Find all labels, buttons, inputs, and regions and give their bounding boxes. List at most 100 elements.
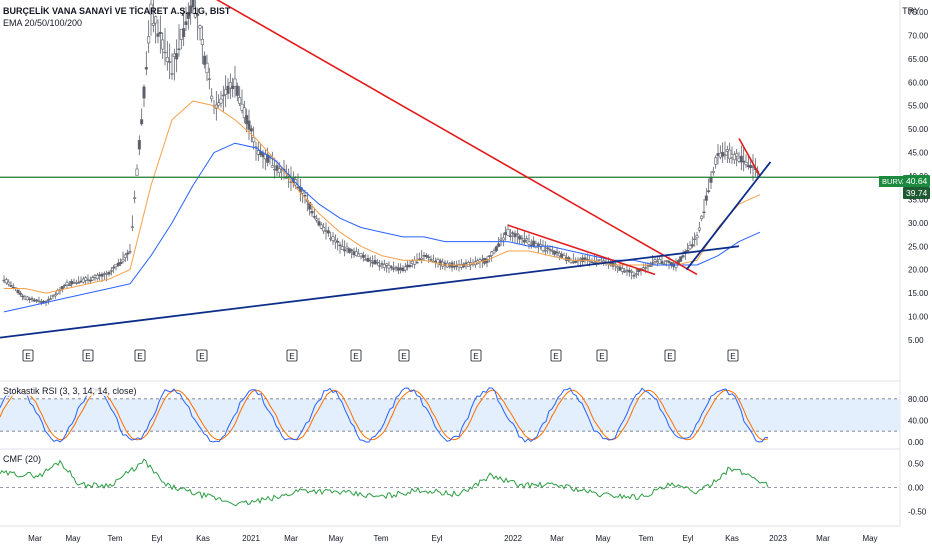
price-candle <box>630 269 634 280</box>
price-candle <box>697 221 701 233</box>
price-candle <box>543 241 547 256</box>
price-candle <box>135 164 139 176</box>
indicator-legend[interactable]: EMA 20/50/100/200 <box>3 18 83 28</box>
price-candle <box>308 202 312 216</box>
price-candle <box>18 290 22 297</box>
price-candle <box>240 89 244 114</box>
price-candle <box>140 108 144 126</box>
price-candle <box>198 24 202 41</box>
x-axis-label: Tem <box>638 534 653 543</box>
stoch-k-line <box>0 387 769 443</box>
price-tick-label: 20.00 <box>908 266 929 275</box>
price-candle <box>46 296 50 305</box>
stoch-d-line <box>0 389 769 441</box>
x-axis-label: Mar <box>284 534 298 543</box>
price-candle <box>25 295 29 301</box>
price-candle <box>165 41 169 71</box>
price-candle <box>690 236 694 249</box>
price-candle <box>128 244 132 255</box>
price-candle <box>336 237 340 251</box>
price-candle <box>686 242 690 254</box>
price-candle <box>319 222 323 230</box>
x-axis-label: May <box>65 534 80 543</box>
price-tick-label: 30.00 <box>908 219 929 228</box>
price-candle <box>81 276 85 284</box>
price-candle <box>508 229 512 241</box>
price-candle <box>7 279 11 287</box>
price-candle <box>739 145 743 171</box>
price-tick-label: 5.00 <box>908 336 924 345</box>
svg-text:E: E <box>25 352 30 361</box>
svg-text:E: E <box>667 352 672 361</box>
price-candle <box>156 19 160 44</box>
price-candle <box>331 231 335 246</box>
stoch-rsi-label[interactable]: Stokastik RSI (3, 3, 14, 14, close) <box>3 386 137 396</box>
cmf-label[interactable]: CMF (20) <box>3 454 41 464</box>
svg-text:E: E <box>289 352 294 361</box>
symbol-tag: BURVA <box>879 176 911 187</box>
earnings-marker: E <box>550 349 562 362</box>
price-candle <box>345 242 349 254</box>
price-candle <box>133 190 137 204</box>
price-candle <box>744 154 748 168</box>
price-candle <box>207 67 211 90</box>
price-candle <box>378 259 382 271</box>
price-candle <box>420 250 424 264</box>
price-candle <box>233 65 237 98</box>
stoch-tick-label: 80.00 <box>908 395 929 404</box>
x-axis-label: 2022 <box>504 534 522 543</box>
downtrend-line <box>738 138 761 177</box>
price-candle <box>130 215 134 232</box>
price-tick-label: 50.00 <box>908 125 929 134</box>
price-candle <box>403 262 407 273</box>
price-candle <box>200 26 204 65</box>
price-candle <box>217 94 221 108</box>
price-candle <box>275 160 279 177</box>
price-candle <box>119 258 123 267</box>
price-candle <box>121 251 125 264</box>
stoch-tick-label: 0.00 <box>908 438 924 447</box>
price-candle <box>632 271 636 280</box>
price-candle <box>515 228 519 244</box>
downtrend-line <box>507 224 656 276</box>
price-candle <box>163 28 167 66</box>
cmf-tick-label: -0.50 <box>908 507 927 516</box>
price-tick-label: 10.00 <box>908 313 929 322</box>
price-candle <box>704 188 708 206</box>
price-tick-label: 25.00 <box>908 242 929 251</box>
price-candle <box>123 253 127 262</box>
level-price-tag: 39.74 <box>903 187 931 199</box>
price-candle <box>322 223 326 235</box>
price-candle <box>84 276 88 285</box>
price-candle <box>137 135 141 156</box>
price-candle <box>623 267 627 274</box>
stoch-band <box>0 398 900 432</box>
price-candle <box>21 293 25 301</box>
price-candle <box>158 15 162 54</box>
earnings-marker: E <box>82 349 94 362</box>
price-candle <box>9 281 13 288</box>
price-candle <box>189 0 193 25</box>
x-axis-label: Mar <box>550 534 564 543</box>
svg-text:E: E <box>85 352 90 361</box>
price-tick-label: 15.00 <box>908 289 929 298</box>
price-tick-label: 75.00 <box>908 8 929 17</box>
earnings-marker: E <box>664 349 676 362</box>
price-candle <box>707 178 711 194</box>
price-candle <box>501 232 505 247</box>
price-candle <box>338 241 342 254</box>
price-candle <box>205 54 209 82</box>
x-axis-label: Kas <box>725 534 739 543</box>
price-candle <box>168 43 172 80</box>
price-candle <box>679 256 683 263</box>
price-candle <box>44 300 48 307</box>
price-candle <box>238 86 242 106</box>
price-candle <box>256 142 260 161</box>
price-candle <box>203 51 207 69</box>
price-candle <box>53 291 57 299</box>
svg-text:E: E <box>553 352 558 361</box>
price-candle <box>555 246 559 258</box>
x-axis-label: Tem <box>373 534 388 543</box>
